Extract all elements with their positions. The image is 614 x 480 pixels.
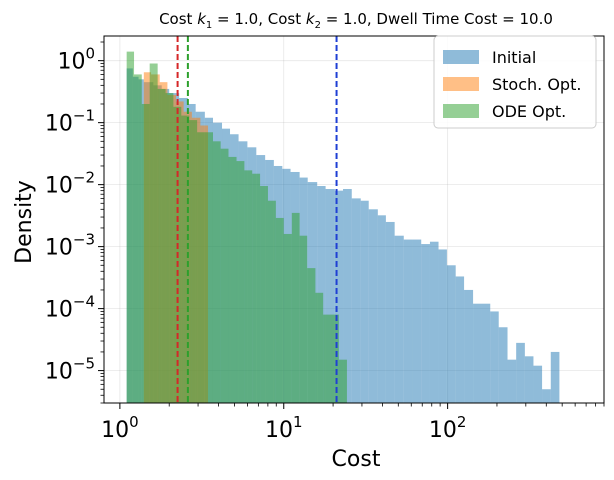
histogram-bar <box>507 359 517 403</box>
histogram-bar <box>283 233 292 403</box>
x-tick-label: 100 <box>101 413 139 443</box>
histogram-bar <box>490 311 499 403</box>
histogram-bar <box>438 249 447 403</box>
histogram-bars <box>126 51 560 404</box>
histogram-bar <box>550 351 560 403</box>
histogram-bar <box>516 342 525 403</box>
histogram-bar <box>244 170 253 403</box>
legend-swatch <box>443 50 479 64</box>
histogram-bar <box>338 359 347 403</box>
histogram-bar <box>473 303 482 403</box>
y-tick-label: 10−3 <box>45 231 95 261</box>
histogram-bar <box>385 221 395 403</box>
histogram-bar <box>455 276 465 403</box>
series-ode-opt <box>126 51 347 404</box>
histogram-bar <box>533 365 543 403</box>
histogram-bar <box>446 265 456 403</box>
y-tick-label: 10−1 <box>45 107 95 137</box>
histogram-bar <box>228 156 237 403</box>
histogram-bar <box>524 356 534 403</box>
chart-title: Cost k1 = 1.0, Cost k2 = 1.0, Dwell Time… <box>159 10 553 31</box>
histogram-bar <box>299 235 308 403</box>
histogram-bar <box>394 235 404 403</box>
legend-swatch <box>443 104 479 118</box>
y-axis-label: Density <box>12 180 37 264</box>
histogram-bar <box>212 141 221 403</box>
histogram-bar <box>325 189 335 403</box>
histogram-bar <box>157 88 166 403</box>
histogram-bar <box>252 173 261 403</box>
histogram-bar <box>315 292 324 403</box>
histogram-bar <box>377 215 386 403</box>
histogram-bar <box>267 200 276 403</box>
histogram-bar <box>323 314 331 403</box>
x-axis-label: Cost <box>332 447 381 472</box>
histogram-bar <box>464 289 474 403</box>
histogram-bar <box>197 132 205 404</box>
histogram-bar <box>204 132 213 404</box>
legend-item-stoch-opt: Stoch. Opt. <box>443 75 581 94</box>
histogram-bar <box>542 389 551 403</box>
histogram-bar <box>334 190 344 403</box>
histogram-bar <box>481 303 491 403</box>
histogram-bar <box>141 103 150 403</box>
y-tick-label: 10−2 <box>45 169 95 199</box>
histogram-bar <box>291 212 300 403</box>
legend-label: Stoch. Opt. <box>492 75 581 94</box>
plot-frame <box>103 35 605 404</box>
histogram-bar <box>236 161 245 403</box>
histogram-bar <box>498 327 508 403</box>
histogram-bar <box>307 268 316 403</box>
y-tick-label: 100 <box>57 45 95 75</box>
histogram-bar <box>181 115 190 404</box>
histogram-bar <box>260 186 268 403</box>
legend-item-initial: Initial <box>443 48 536 67</box>
histogram-bar <box>220 148 229 403</box>
histogram-bar <box>275 217 284 403</box>
histogram-bar <box>412 239 422 403</box>
histogram-bar <box>351 198 361 403</box>
histogram-bar <box>149 63 158 403</box>
legend-swatch <box>443 77 479 91</box>
histogram-bar <box>189 120 198 403</box>
histogram-bar <box>403 239 413 403</box>
legend: Initial Stoch. Opt. ODE Opt. <box>433 35 597 129</box>
histogram-bar <box>368 209 378 403</box>
histogram-bar <box>421 244 430 403</box>
x-tick-label: 102 <box>429 413 467 443</box>
histogram-bar <box>429 241 439 403</box>
histogram-bar <box>126 51 135 403</box>
legend-label: Initial <box>492 48 536 67</box>
histogram-bar <box>360 200 369 403</box>
x-tick-label: 101 <box>265 413 303 443</box>
y-tick-label: 10−5 <box>45 355 95 385</box>
axis-ticks: 100 101 102 100 10−1 10−2 10−3 10−4 10−5 <box>45 41 605 443</box>
mean-lines <box>176 36 338 403</box>
histogram-bar <box>343 189 352 403</box>
histogram-bar <box>330 314 339 403</box>
legend-label: ODE Opt. <box>492 102 566 121</box>
histogram-bar <box>165 93 174 403</box>
histogram-bar <box>134 74 142 403</box>
legend-item-ode-opt: ODE Opt. <box>443 102 566 121</box>
y-tick-label: 10−4 <box>45 293 95 323</box>
